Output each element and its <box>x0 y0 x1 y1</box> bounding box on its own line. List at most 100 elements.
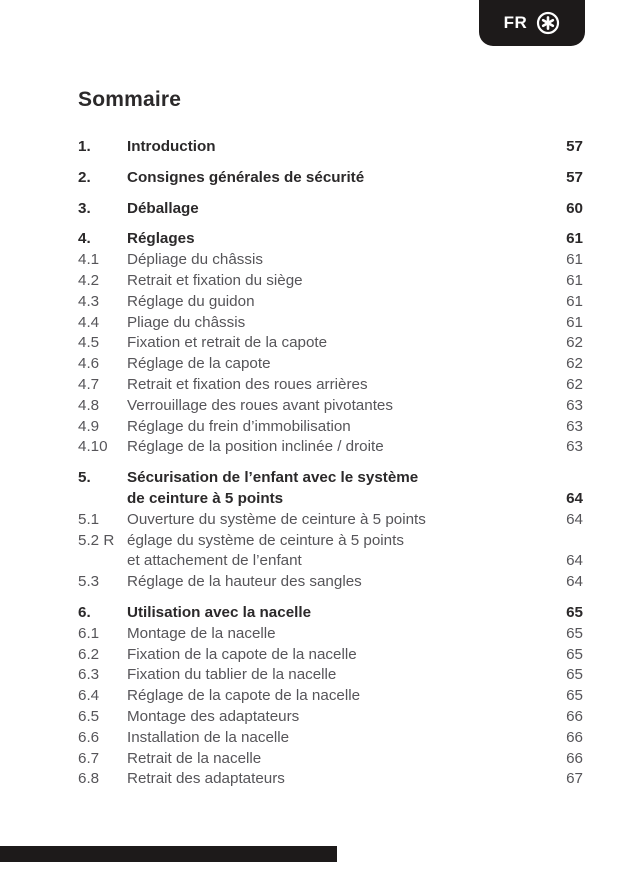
toc-row: 6.3 Fixation du tablier de la nacelle 65 <box>78 665 583 686</box>
toc-row-page: 64 <box>566 489 583 507</box>
toc-row-page: 61 <box>566 230 583 248</box>
toc-row-title: Retrait et fixation des roues arrières <box>127 375 368 393</box>
toc-row-title: Retrait des adaptateurs <box>127 770 285 788</box>
toc-row-page: 65 <box>566 603 583 621</box>
toc-row-page: 63 <box>566 396 583 414</box>
toc-row-title: Ouverture du système de ceinture à 5 poi… <box>127 510 426 528</box>
toc-row-number: 4.2 <box>78 271 100 289</box>
page-title: Sommaire <box>78 88 182 111</box>
toc-row: 4.9 Réglage du frein d’immobilisation 63 <box>78 417 583 438</box>
toc-row: 4.5 Fixation et retrait de la capote 62 <box>78 333 583 354</box>
toc-row-number: 4. <box>78 230 91 248</box>
toc-row-title: Réglage de la capote <box>127 355 271 373</box>
toc-row-number: 4.10 <box>78 438 108 456</box>
toc-row: 6.8 Retrait des adaptateurs 67 <box>78 769 583 790</box>
toc-row-page: 64 <box>566 573 583 591</box>
toc-row-number: 6.3 <box>78 666 100 684</box>
toc-row: 6.7 Retrait de la nacelle 66 <box>78 749 583 770</box>
toc-row-page: 66 <box>566 749 583 767</box>
toc-row: 5.2 R églage du système de ceinture à 5 … <box>78 531 583 573</box>
toc-row-number: 1. <box>78 138 91 155</box>
toc-row-title: Introduction <box>127 138 216 155</box>
toc-row-page: 64 <box>566 510 583 528</box>
toc-row: 4.4 Pliage du châssis 61 <box>78 313 583 334</box>
toc-row-title: Sécurisation de l’enfant avec le système… <box>127 469 419 507</box>
toc-row-page: 63 <box>566 438 583 456</box>
toc-row-page: 61 <box>566 313 583 331</box>
toc-row-page: 60 <box>566 199 583 217</box>
toc-row: 4.2 Retrait et fixation du siège 61 <box>78 271 583 292</box>
toc-row: 4.10 Réglage de la position inclinée / d… <box>78 437 583 458</box>
language-badge: FR <box>479 0 585 46</box>
toc-row-page: 65 <box>566 666 583 684</box>
toc-row-page: 62 <box>566 334 583 352</box>
toc-row-number: 4.5 <box>78 334 100 352</box>
toc-row-page: 61 <box>566 271 583 289</box>
toc-row-page: 65 <box>566 645 583 663</box>
toc-row-number: 6.1 <box>78 624 100 642</box>
toc-row: 4.1 Dépliage du châssis 61 <box>78 250 583 271</box>
toc-row-title: Réglage du guidon <box>127 292 255 310</box>
toc-row-number: 4.6 <box>78 355 100 373</box>
toc-row: 4.3 Réglage du guidon 61 <box>78 292 583 313</box>
toc-row: 4. Réglages 61 <box>78 229 583 250</box>
toc-row-title: Réglage du frein d’immobilisation <box>127 417 351 435</box>
toc-row: 1. Introduction 57 <box>78 137 583 158</box>
toc-row-number: 4.3 <box>78 292 100 310</box>
toc-row-page: 66 <box>566 728 583 746</box>
toc-row-number: 4.4 <box>78 313 100 331</box>
toc-row-page: 67 <box>566 770 583 788</box>
toc-row-number: 4.1 <box>78 251 100 269</box>
toc-row: 4.8 Verrouillage des roues avant pivotan… <box>78 396 583 417</box>
toc-row-title: Dépliage du châssis <box>127 251 263 269</box>
toc-row-number: 3. <box>78 199 91 217</box>
toc-row-title: Utilisation avec la nacelle <box>127 603 312 621</box>
toc-row-page: 62 <box>566 355 583 373</box>
toc-row-title: Fixation de la capote de la nacelle <box>127 645 357 663</box>
toc-row: 6.4 Réglage de la capote de la nacelle 6… <box>78 686 583 707</box>
toc-row: 6.1 Montage de la nacelle 65 <box>78 624 583 645</box>
toc-row-title: Réglage de la capote de la nacelle <box>127 687 361 705</box>
toc-row: 4.7 Retrait et fixation des roues arrièr… <box>78 375 583 396</box>
toc-row: 5.3 Réglage de la hauteur des sangles 64 <box>78 572 583 593</box>
toc-row-number: 6.5 <box>78 707 100 725</box>
toc-row-title: Réglage de la position inclinée / droite <box>127 438 384 456</box>
toc-row: 6. Utilisation avec la nacelle 65 <box>78 603 583 624</box>
toc-row-number: 2. <box>78 168 91 186</box>
toc-row-title: Installation de la nacelle <box>127 728 290 746</box>
toc-row: 6.2 Fixation de la capote de la nacelle … <box>78 645 583 666</box>
toc-row-page: 57 <box>566 168 583 186</box>
page-content: Sommaire 1. Introduction 57 2. Consignes… <box>78 88 583 790</box>
toc-row-page: 61 <box>566 292 583 310</box>
toc-row-title: églage du système de ceinture à 5 points… <box>127 531 404 570</box>
toc-row: 2. Consignes générales de sécurité 57 <box>78 168 583 189</box>
toc-row-number: 6. <box>78 603 91 621</box>
toc-row-page: 61 <box>566 251 583 269</box>
toc-row-number: 6.8 <box>78 770 100 788</box>
toc-row-title: Verrouillage des roues avant pivotantes <box>127 396 393 414</box>
toc-row-title: Consignes générales de sécurité <box>127 168 365 186</box>
toc-row-title: Fixation du tablier de la nacelle <box>127 666 337 684</box>
toc-row-page: 65 <box>566 624 583 642</box>
toc-row-number: 5.2 R <box>78 531 115 549</box>
footer-bar <box>0 846 337 862</box>
toc-row-title: Déballage <box>127 199 199 217</box>
toc-row-title: Réglage de la hauteur des sangles <box>127 573 362 591</box>
toc-row-page: 66 <box>566 707 583 725</box>
toc-row-title: Montage de la nacelle <box>127 624 276 642</box>
toc-row-title: Fixation et retrait de la capote <box>127 334 328 352</box>
toc-row: 3. Déballage 60 <box>78 199 583 220</box>
toc-row-title: Montage des adaptateurs <box>127 707 300 725</box>
toc-row-title: Retrait de la nacelle <box>127 749 262 767</box>
toc-row-number: 4.8 <box>78 396 100 414</box>
toc-row: 6.5 Montage des adaptateurs 66 <box>78 707 583 728</box>
toc-row-title: Réglages <box>127 230 195 248</box>
toc-row-number: 6.4 <box>78 687 100 705</box>
toc-row-title: Pliage du châssis <box>127 313 246 331</box>
toc-row: 5. Sécurisation de l’enfant avec le syst… <box>78 468 583 510</box>
toc-row-number: 6.2 <box>78 645 100 663</box>
toc-row: 6.6 Installation de la nacelle 66 <box>78 728 583 749</box>
toc-row-number: 5.3 <box>78 573 100 591</box>
toc-row-number: 5. <box>78 469 91 487</box>
toc-row-page: 64 <box>566 552 583 570</box>
